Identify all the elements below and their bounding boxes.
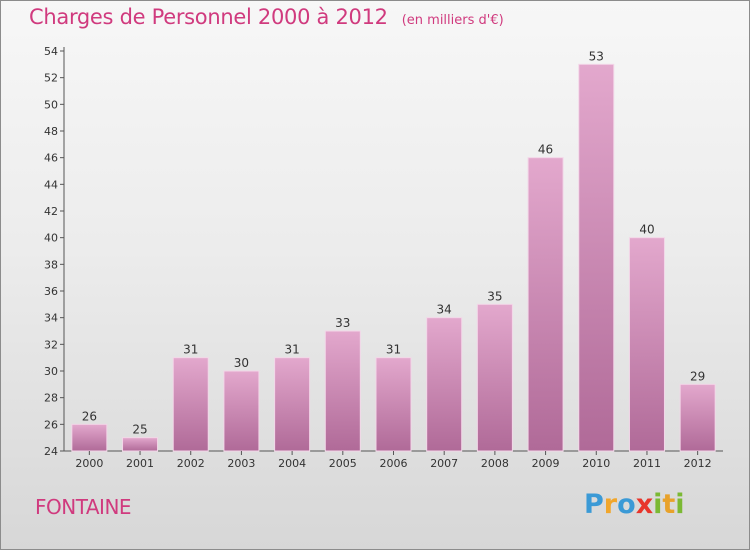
bar-2011 xyxy=(628,237,665,452)
chart-subtitle: (en milliers d'€) xyxy=(401,13,504,28)
data-label-2008: 35 xyxy=(487,289,502,303)
data-label-2006: 31 xyxy=(386,343,401,357)
bar-2003 xyxy=(223,370,260,452)
x-tick-label-2007: 2007 xyxy=(430,457,458,470)
y-tick-label: 48 xyxy=(44,125,58,138)
x-tick-label-2005: 2005 xyxy=(329,457,357,470)
data-label-2009: 46 xyxy=(538,143,553,157)
y-tick-label: 46 xyxy=(44,152,58,165)
data-label-2010: 53 xyxy=(589,49,604,63)
chart-title: Charges de Personnel 2000 à 2012 (en mill… xyxy=(29,5,504,29)
x-tick-label-2001: 2001 xyxy=(126,457,154,470)
data-label-2001: 25 xyxy=(132,423,147,437)
y-tick-label: 34 xyxy=(44,312,58,325)
bar-2006 xyxy=(375,357,412,452)
bar-2010 xyxy=(578,63,615,452)
data-label-2000: 26 xyxy=(82,409,97,423)
bar-2001 xyxy=(122,437,159,452)
x-tick-label-2010: 2010 xyxy=(582,457,610,470)
bar-2012 xyxy=(679,383,716,452)
x-tick-label-2008: 2008 xyxy=(481,457,509,470)
y-tick-label: 54 xyxy=(44,45,58,58)
data-label-2011: 40 xyxy=(639,223,654,237)
chart-title-text: Charges de Personnel 2000 à 2012 xyxy=(29,5,388,29)
y-tick-label: 28 xyxy=(44,392,58,405)
y-tick-label: 32 xyxy=(44,338,58,351)
data-label-2002: 31 xyxy=(183,343,198,357)
y-tick-label: 36 xyxy=(44,285,58,298)
x-tick-label-2006: 2006 xyxy=(380,457,408,470)
y-tick-label: 40 xyxy=(44,232,58,245)
y-tick-label: 50 xyxy=(44,98,58,111)
x-tick-label-2012: 2012 xyxy=(684,457,712,470)
y-tick-label: 44 xyxy=(44,178,58,191)
bar-2008 xyxy=(476,303,513,452)
bar-2004 xyxy=(274,357,311,452)
y-tick-label: 52 xyxy=(44,72,58,85)
proxiti-logo: Proxiti xyxy=(584,489,685,520)
x-tick-label-2002: 2002 xyxy=(177,457,205,470)
x-tick-label-2011: 2011 xyxy=(633,457,661,470)
x-tick-label-2009: 2009 xyxy=(532,457,560,470)
x-tick-label-2004: 2004 xyxy=(278,457,306,470)
bar-2000 xyxy=(71,423,108,452)
y-tick-label: 26 xyxy=(44,418,58,431)
data-label-2003: 30 xyxy=(234,356,249,370)
data-label-2004: 31 xyxy=(284,343,299,357)
bar-2002 xyxy=(172,357,209,452)
data-label-2012: 29 xyxy=(690,369,705,383)
x-tick-label-2003: 2003 xyxy=(227,457,255,470)
bar-2007 xyxy=(426,317,463,452)
x-tick-label-2000: 2000 xyxy=(75,457,103,470)
commune-name: FONTAINE xyxy=(35,495,132,519)
y-tick-label: 24 xyxy=(44,445,58,458)
data-label-2005: 33 xyxy=(335,316,350,330)
bar-2009 xyxy=(527,157,564,452)
y-tick-label: 38 xyxy=(44,258,58,271)
data-label-2007: 34 xyxy=(437,303,452,317)
y-tick-label: 42 xyxy=(44,205,58,218)
bar-2005 xyxy=(324,330,361,452)
y-tick-label: 30 xyxy=(44,365,58,378)
